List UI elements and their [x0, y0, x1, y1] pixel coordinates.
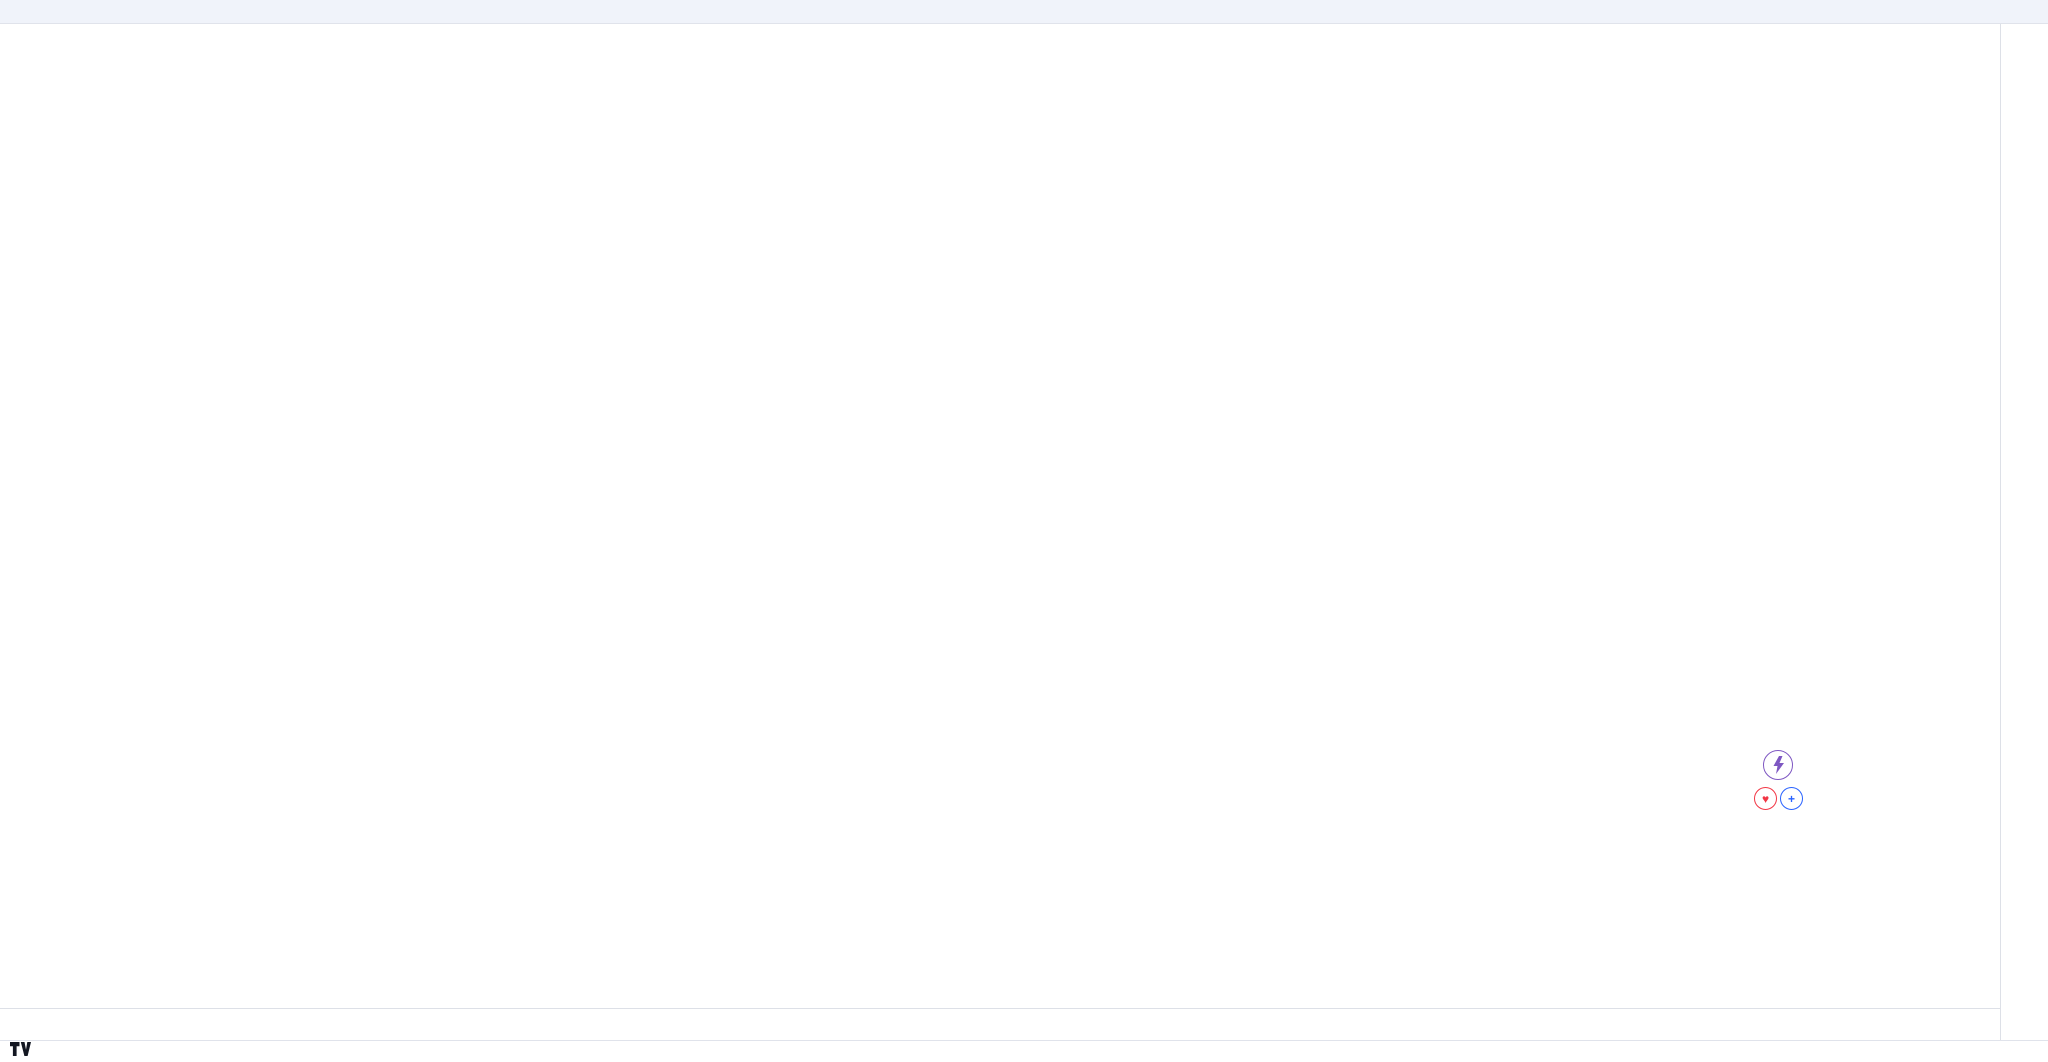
reaction-icons: ♥ + [1754, 787, 1803, 810]
reaction-widget: ♥ + [1754, 750, 1803, 810]
reaction-add-icon[interactable]: + [1780, 787, 1803, 810]
footer-bar [0, 1040, 2048, 1062]
reaction-heart-icon[interactable]: ♥ [1754, 787, 1777, 810]
chart-canvas[interactable] [0, 0, 2048, 1040]
price-axis[interactable] [2000, 0, 2048, 1040]
publish-bar [0, 0, 2048, 24]
chart-legend [12, 29, 50, 41]
time-axis[interactable] [0, 1008, 2000, 1040]
tradingview-logo-icon[interactable] [10, 1042, 31, 1061]
boost-lightning-icon[interactable] [1763, 750, 1793, 780]
